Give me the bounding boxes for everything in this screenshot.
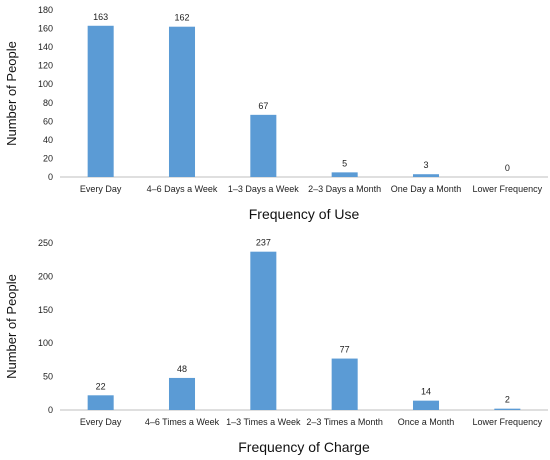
bar xyxy=(412,174,440,177)
data-label: 14 xyxy=(421,387,431,397)
category-label: 1–3 Days a Week xyxy=(228,184,299,194)
y-tick-label: 80 xyxy=(43,98,53,108)
data-label: 48 xyxy=(177,364,187,374)
data-label: 162 xyxy=(174,13,189,23)
y-tick-label: 0 xyxy=(48,172,53,182)
category-label: 2–3 Days a Month xyxy=(308,184,381,194)
category-label: Lower Frequency xyxy=(473,184,543,194)
y-tick-label: 160 xyxy=(38,24,53,34)
data-labels: 22 48 237 77 14 2 xyxy=(96,238,510,405)
data-label: 237 xyxy=(256,238,271,248)
category-labels: Every Day 4–6 Times a Week 1–3 Times a Wee… xyxy=(80,417,543,427)
category-label: Once a Month xyxy=(398,417,455,427)
category-label: 4–6 Times a Week xyxy=(145,417,220,427)
bars xyxy=(87,251,521,410)
bar xyxy=(331,172,358,177)
chart-frequency-of-use: 0 20 40 60 80 100 120 140 160 180 163 162 67 5 3 0 Eve… xyxy=(4,5,548,222)
data-labels: 163 162 67 5 3 0 xyxy=(93,12,510,173)
category-labels: Every Day 4–6 Days a Week 1–3 Days a Week 2… xyxy=(80,184,543,194)
y-tick-label: 200 xyxy=(38,271,53,281)
data-label: 5 xyxy=(342,158,347,168)
y-tick-label: 20 xyxy=(43,153,53,163)
category-label: 4–6 Days a Week xyxy=(147,184,218,194)
category-label: One Day a Month xyxy=(391,184,462,194)
data-label: 22 xyxy=(96,381,106,391)
data-label: 77 xyxy=(340,345,350,355)
y-tick-label: 40 xyxy=(43,135,53,145)
data-label: 2 xyxy=(505,395,510,405)
y-tick-label: 60 xyxy=(43,116,53,126)
bars xyxy=(87,25,440,178)
y-tick-label: 250 xyxy=(38,238,53,248)
y-tick-label: 100 xyxy=(38,79,53,89)
y-tick-label: 180 xyxy=(38,5,53,15)
category-label: Lower Frequency xyxy=(473,417,543,427)
category-label: 2–3 Times a Month xyxy=(306,417,383,427)
bar xyxy=(412,400,440,410)
y-axis-ticks: 0 20 40 60 80 100 120 140 160 180 xyxy=(38,5,53,182)
y-axis-title: Number of People xyxy=(4,274,19,379)
y-tick-label: 140 xyxy=(38,42,53,52)
bar xyxy=(494,408,521,410)
data-label: 3 xyxy=(423,160,428,170)
bar xyxy=(168,377,196,410)
data-label: 67 xyxy=(258,101,268,111)
category-label: 1–3 Times a Week xyxy=(226,417,301,427)
chart-frequency-of-charge: 0 50 100 150 200 250 22 48 237 77 14 2 Every Day 4–… xyxy=(4,238,548,455)
y-tick-label: 150 xyxy=(38,305,53,315)
bar xyxy=(250,114,277,177)
y-axis-ticks: 0 50 100 150 200 250 xyxy=(38,238,53,415)
bar xyxy=(87,395,114,410)
x-axis-title: Frequency of Use xyxy=(249,206,360,222)
data-label: 163 xyxy=(93,12,108,22)
bar xyxy=(331,358,358,410)
y-tick-label: 120 xyxy=(38,61,53,71)
y-tick-label: 0 xyxy=(48,405,53,415)
y-tick-label: 100 xyxy=(38,338,53,348)
x-axis-title: Frequency of Charge xyxy=(238,439,370,455)
category-label: Every Day xyxy=(80,184,122,194)
y-axis-title: Number of People xyxy=(4,41,19,146)
bar xyxy=(250,251,277,410)
y-tick-label: 50 xyxy=(43,372,53,382)
bar xyxy=(87,25,114,178)
data-label: 0 xyxy=(505,163,510,173)
bar xyxy=(168,26,196,178)
category-label: Every Day xyxy=(80,417,122,427)
